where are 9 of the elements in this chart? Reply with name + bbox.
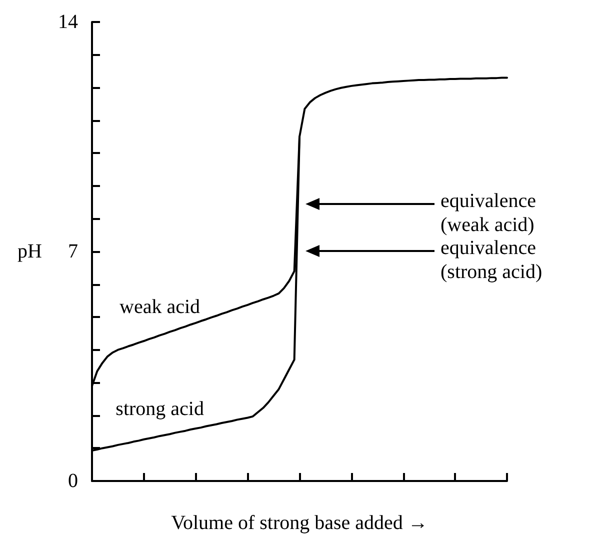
series-label: weak acid bbox=[120, 296, 200, 318]
series-label: strong acid bbox=[116, 398, 204, 420]
x-axis-title: Volume of strong base added → bbox=[171, 512, 428, 534]
y-tick-label: 7 bbox=[68, 240, 78, 262]
y-tick-label: 0 bbox=[68, 470, 78, 492]
annotation: equivalence (weak acid) bbox=[440, 190, 536, 236]
y-axis-title: pH bbox=[18, 240, 42, 262]
y-tick-label: 14 bbox=[58, 11, 78, 33]
annotation: equivalence (strong acid) bbox=[440, 237, 542, 284]
